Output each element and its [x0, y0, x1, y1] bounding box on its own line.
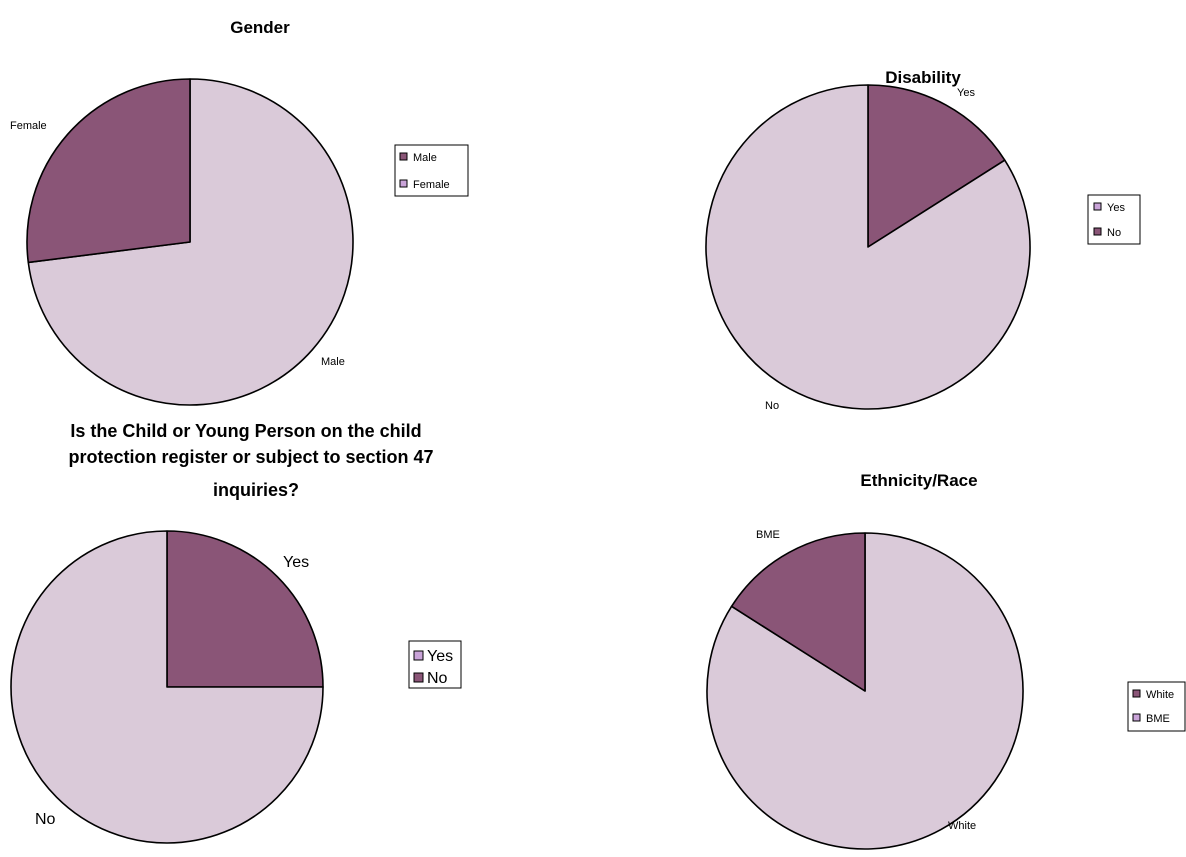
ethnicity-slice-label-bme: BME: [756, 529, 780, 541]
pie-slice-no: [10, 530, 324, 844]
gender-slice-label-female: Female: [10, 120, 47, 132]
child-protection-title-line-1: Is the Child or Young Person on the chil…: [70, 421, 421, 441]
ethnicity-chart-title: Ethnicity/Race: [860, 471, 977, 490]
ethnicity-legend-label-white: White: [1146, 689, 1174, 701]
gender-legend-label-male: Male: [413, 152, 437, 164]
gender-legend-swatch-female: [399, 179, 408, 188]
child-protection-legend-label-no: No: [427, 670, 448, 687]
disability-slice-label-no: No: [765, 400, 779, 412]
child-protection-title-line-3: inquiries?: [213, 480, 299, 500]
gender-chart-title: Gender: [230, 18, 290, 37]
pie-slice-bme: [730, 532, 866, 692]
pie-slice-female: [26, 78, 191, 264]
gender-pie: [26, 78, 354, 406]
gender-legend-swatch-male: [399, 152, 408, 161]
child-protection-slice-label-yes: Yes: [283, 554, 309, 571]
child-protection-chart: Is the Child or Young Person on the chil…: [10, 421, 462, 844]
gender-slice-label-male: Male: [321, 356, 345, 368]
disability-chart: Disability Yes No Yes No: [705, 68, 1141, 412]
disability-legend: Yes No: [1087, 194, 1141, 245]
disability-legend-label-no: No: [1107, 227, 1121, 239]
child-protection-legend-label-yes: Yes: [427, 648, 453, 665]
disability-legend-label-yes: Yes: [1107, 202, 1125, 214]
disability-legend-swatch-no: [1093, 227, 1102, 236]
pie-slice-yes: [867, 84, 1006, 248]
ethnicity-slice-label-white: White: [948, 820, 976, 832]
child-protection-legend-swatch-no: [413, 672, 424, 683]
child-protection-legend: Yes No: [408, 640, 462, 689]
disability-legend-swatch-yes: [1093, 202, 1102, 211]
child-protection-pie: [10, 530, 324, 844]
child-protection-slice-label-no: No: [35, 811, 56, 828]
pie-slice-no: [705, 84, 1031, 410]
ethnicity-legend-swatch-white: [1132, 689, 1141, 698]
disability-slice-label-yes: Yes: [957, 87, 975, 99]
child-protection-legend-swatch-yes: [413, 650, 424, 661]
gender-legend-label-female: Female: [413, 179, 450, 191]
disability-chart-title: Disability: [885, 68, 961, 87]
pie-slice-yes: [166, 530, 324, 688]
disability-pie: [705, 84, 1031, 410]
ethnicity-legend-swatch-bme: [1132, 713, 1141, 722]
child-protection-title-line-2: protection register or subject to sectio…: [68, 447, 433, 467]
ethnicity-legend-label-bme: BME: [1146, 713, 1170, 725]
gender-legend: Male Female: [394, 144, 469, 197]
ethnicity-legend: White BME: [1127, 681, 1186, 732]
ethnicity-chart: Ethnicity/Race BME White White BME: [706, 471, 1186, 850]
gender-chart: Gender Female Male Male Female: [10, 18, 469, 406]
ethnicity-pie: [706, 532, 1024, 850]
